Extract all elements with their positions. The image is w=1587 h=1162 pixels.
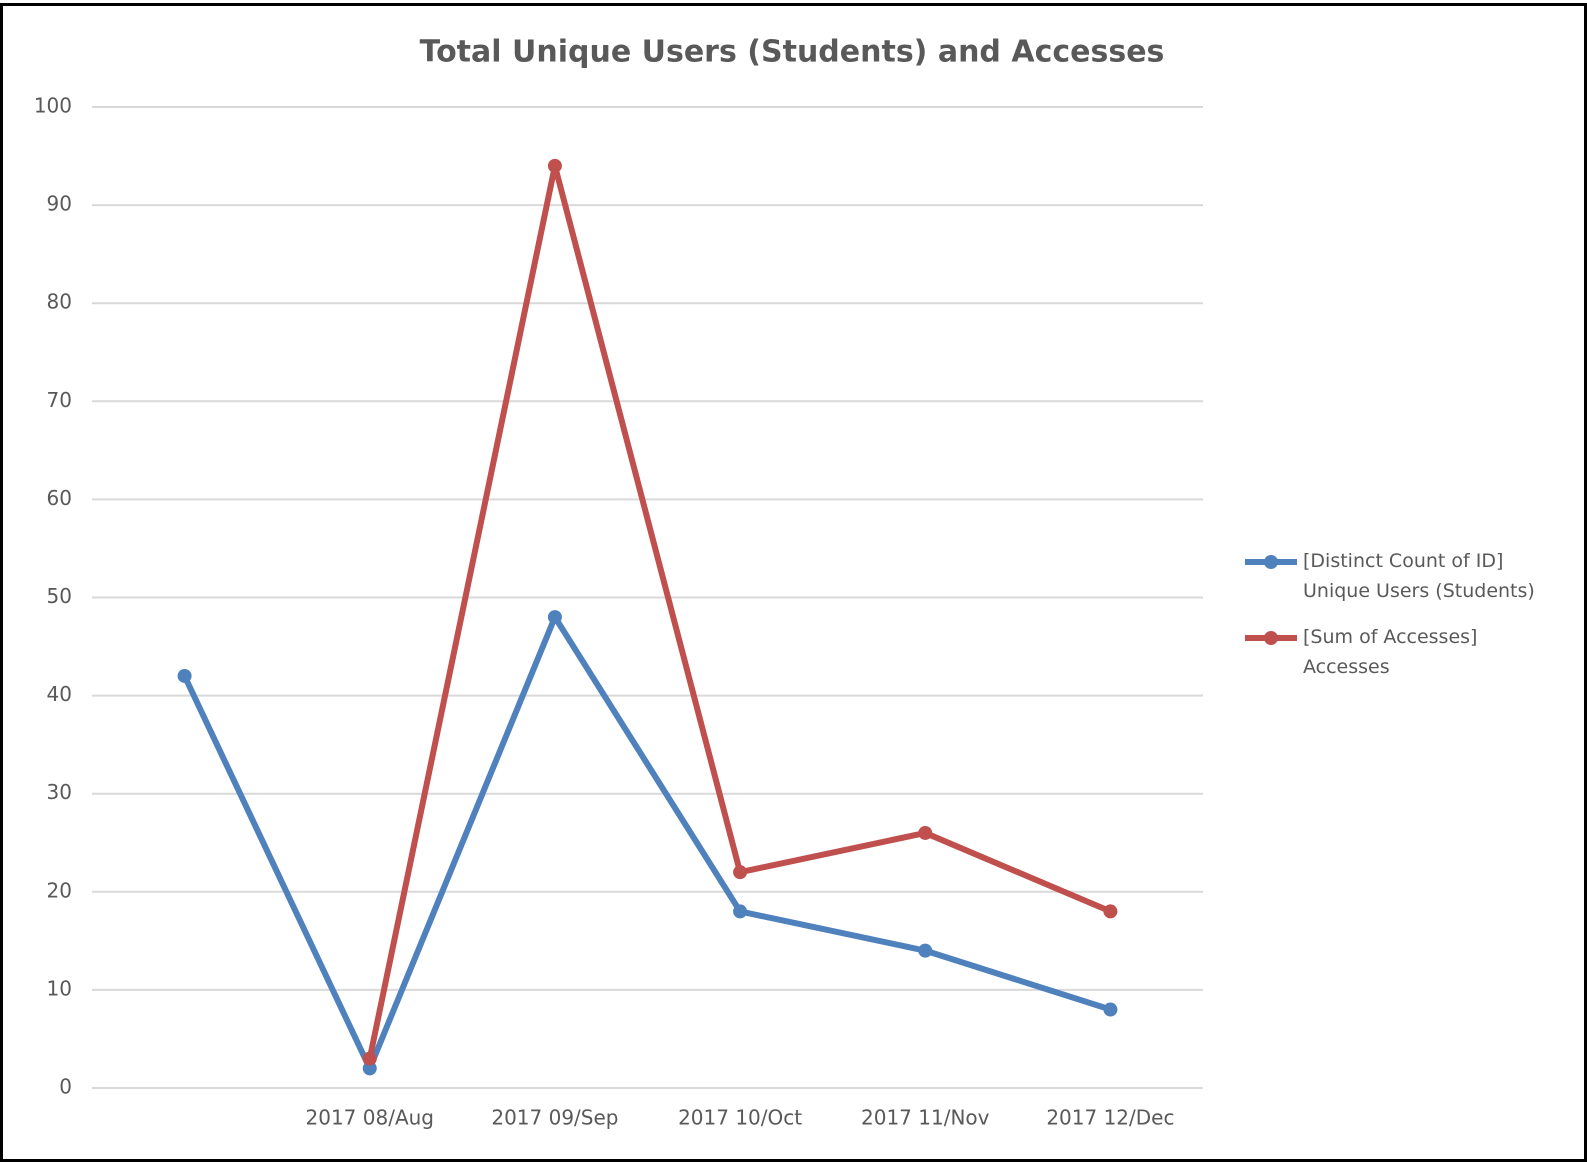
y-tick-label: 10 [47, 976, 72, 1000]
x-tick-label: 2017 08/Aug [306, 1106, 435, 1130]
y-tick-label: 50 [47, 584, 72, 608]
x-tick-label: 2017 12/Dec [1046, 1106, 1174, 1130]
y-tick-label: 100 [34, 94, 72, 118]
x-tick-label: 2017 10/Oct [678, 1106, 802, 1130]
series-line [181, 614, 1112, 1072]
series-marker [918, 943, 933, 958]
x-tick-label: 2017 09/Sep [491, 1106, 618, 1130]
series-marker [177, 668, 192, 683]
series-marker [547, 158, 562, 173]
y-tick-label: 80 [47, 290, 72, 314]
y-tick-label: 70 [47, 388, 72, 412]
series-marker [547, 610, 562, 625]
y-tick-label: 90 [47, 192, 72, 216]
y-tick-label: 20 [47, 878, 72, 902]
y-tick-label: 0 [59, 1075, 72, 1099]
y-tick-label: 30 [47, 780, 72, 804]
y-tick-label: 60 [47, 486, 72, 510]
x-tick-label: 2017 11/Nov [861, 1106, 990, 1130]
chart-title: Total Unique Users (Students) and Access… [420, 35, 1165, 70]
series-marker [362, 1051, 377, 1066]
series-marker [733, 865, 748, 880]
series-marker [733, 904, 748, 919]
series-marker [362, 1061, 377, 1076]
legend-label: [Distinct Count of ID] Unique Users (Stu… [1303, 550, 1535, 602]
chart-border [0, 3, 1587, 1162]
series-marker [918, 825, 933, 840]
y-tick-label: 40 [47, 682, 72, 706]
legend-marker [1264, 631, 1278, 645]
legend-label: [Sum of Accesses] Accesses [1303, 626, 1478, 678]
legend-marker [1264, 555, 1278, 569]
series-marker [1103, 904, 1118, 919]
series-marker [1103, 1002, 1118, 1017]
